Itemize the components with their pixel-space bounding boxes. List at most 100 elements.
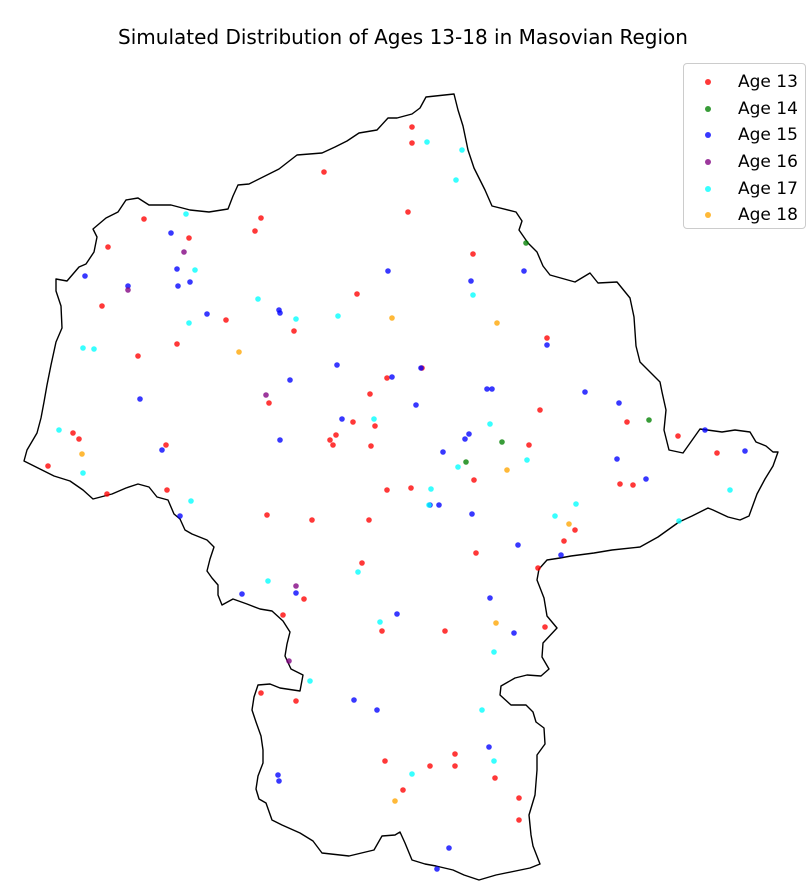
point-age-15 bbox=[82, 273, 88, 279]
point-age-13 bbox=[382, 758, 388, 764]
point-age-16 bbox=[286, 658, 292, 664]
point-age-13 bbox=[409, 140, 415, 146]
point-age-18 bbox=[566, 521, 572, 527]
point-age-15 bbox=[515, 542, 521, 548]
point-age-15 bbox=[466, 431, 472, 437]
point-age-17 bbox=[80, 345, 86, 351]
point-age-15 bbox=[582, 389, 588, 395]
point-age-13 bbox=[45, 463, 51, 469]
legend-marker-age-18 bbox=[705, 212, 711, 219]
point-age-15 bbox=[484, 386, 490, 392]
point-age-13 bbox=[291, 328, 297, 334]
point-age-17 bbox=[377, 619, 383, 625]
chart-title: Simulated Distribution of Ages 13-18 in … bbox=[118, 25, 688, 49]
point-age-17 bbox=[80, 470, 86, 476]
point-age-15 bbox=[462, 436, 468, 442]
legend-item-age-17: Age 17 bbox=[684, 175, 805, 202]
point-age-13 bbox=[164, 487, 170, 493]
point-age-17 bbox=[355, 569, 361, 575]
point-age-13 bbox=[405, 209, 411, 215]
point-age-15 bbox=[174, 266, 180, 272]
point-age-17 bbox=[307, 678, 313, 684]
point-age-15 bbox=[187, 279, 193, 285]
point-age-13 bbox=[409, 124, 415, 130]
point-age-15 bbox=[275, 772, 281, 778]
point-age-13 bbox=[470, 251, 476, 257]
point-age-16 bbox=[263, 392, 269, 398]
point-age-13 bbox=[359, 560, 365, 566]
point-age-15 bbox=[293, 590, 299, 596]
point-age-18 bbox=[493, 620, 499, 626]
legend-marker-age-15 bbox=[705, 132, 711, 139]
point-age-13 bbox=[408, 485, 414, 491]
point-age-17 bbox=[552, 513, 558, 519]
point-age-16 bbox=[181, 249, 187, 255]
point-age-15 bbox=[558, 552, 564, 558]
point-age-13 bbox=[258, 690, 264, 696]
point-age-13 bbox=[384, 487, 390, 493]
point-age-15 bbox=[351, 697, 357, 703]
legend-label-age-13: Age 13 bbox=[738, 72, 798, 93]
point-age-17 bbox=[192, 267, 198, 273]
point-age-13 bbox=[384, 375, 390, 381]
point-age-17 bbox=[183, 211, 189, 217]
point-age-13 bbox=[135, 353, 141, 359]
point-age-17 bbox=[573, 501, 579, 507]
point-age-13 bbox=[76, 436, 82, 442]
point-age-13 bbox=[354, 291, 360, 297]
point-age-17 bbox=[186, 320, 192, 326]
point-age-13 bbox=[266, 400, 272, 406]
legend-marker-age-16 bbox=[705, 159, 711, 166]
point-age-18 bbox=[236, 349, 242, 355]
point-age-15 bbox=[277, 437, 283, 443]
point-age-13 bbox=[624, 419, 630, 425]
legend-label-age-16: Age 16 bbox=[738, 152, 798, 173]
point-age-13 bbox=[321, 169, 327, 175]
point-age-15 bbox=[125, 283, 131, 289]
point-age-17 bbox=[56, 427, 62, 433]
point-age-13 bbox=[442, 628, 448, 634]
point-age-17 bbox=[491, 649, 497, 655]
point-age-15 bbox=[159, 447, 165, 453]
point-age-13 bbox=[309, 517, 315, 523]
point-age-13 bbox=[141, 216, 147, 222]
legend-item-age-13: Age 13 bbox=[684, 69, 805, 96]
point-age-15 bbox=[702, 427, 708, 433]
point-age-18 bbox=[79, 451, 85, 457]
point-age-13 bbox=[535, 565, 541, 571]
point-age-15 bbox=[616, 400, 622, 406]
point-age-13 bbox=[350, 419, 356, 425]
point-age-13 bbox=[714, 450, 720, 456]
point-age-13 bbox=[186, 235, 192, 241]
legend-label-age-14: Age 14 bbox=[738, 98, 798, 119]
legend-item-age-15: Age 15 bbox=[684, 122, 805, 149]
point-age-17 bbox=[459, 147, 465, 153]
legend-marker-age-13 bbox=[705, 79, 711, 86]
point-age-15 bbox=[334, 362, 340, 368]
point-age-15 bbox=[436, 502, 442, 508]
point-age-15 bbox=[544, 342, 550, 348]
point-age-16 bbox=[293, 583, 299, 589]
legend-item-age-18: Age 18 bbox=[684, 202, 805, 229]
point-age-13 bbox=[400, 787, 406, 793]
point-age-15 bbox=[374, 707, 380, 713]
point-age-14 bbox=[499, 439, 505, 445]
point-age-15 bbox=[521, 268, 527, 274]
point-age-13 bbox=[617, 481, 623, 487]
point-age-17 bbox=[293, 316, 299, 322]
point-age-15 bbox=[440, 449, 446, 455]
point-age-15 bbox=[287, 377, 293, 383]
legend-marker-age-14 bbox=[705, 105, 711, 112]
point-age-15 bbox=[469, 511, 475, 517]
point-age-17 bbox=[188, 498, 194, 504]
point-age-17 bbox=[676, 518, 682, 524]
point-age-15 bbox=[137, 396, 143, 402]
point-age-15 bbox=[394, 611, 400, 617]
point-age-15 bbox=[276, 778, 282, 784]
legend: Age 13 Age 14 Age 15 Age 16 Age 17 Age 18 bbox=[683, 63, 806, 229]
point-age-13 bbox=[544, 335, 550, 341]
point-age-13 bbox=[280, 612, 286, 618]
point-age-17 bbox=[265, 578, 271, 584]
point-age-13 bbox=[258, 215, 264, 221]
point-age-16 bbox=[125, 287, 131, 293]
